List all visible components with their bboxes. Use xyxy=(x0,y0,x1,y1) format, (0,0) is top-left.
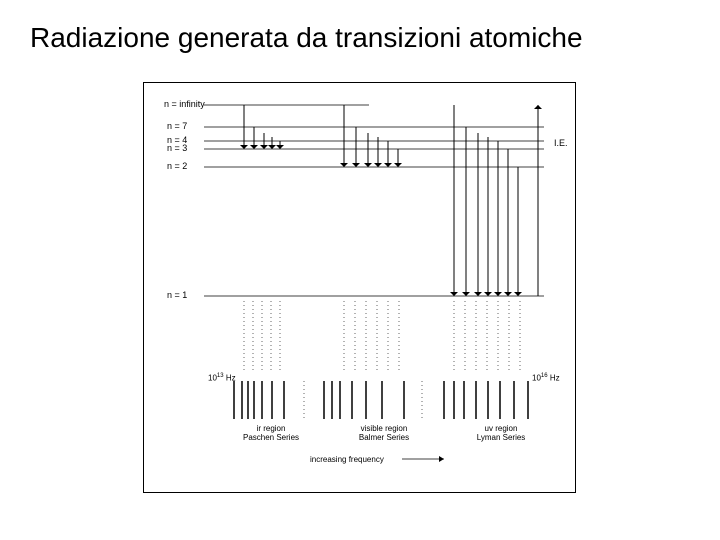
series-label-lyman: uv regionLyman Series xyxy=(456,425,546,443)
series-label-balmer: visible regionBalmer Series xyxy=(334,425,434,443)
level-label-n1: n = 1 xyxy=(167,290,187,300)
page-title: Radiazione generata da transizioni atomi… xyxy=(30,22,583,54)
diagram-frame: n = infinityn = 7n = 4n = 3n = 2n = 1I.E… xyxy=(143,82,576,493)
level-label-n_inf: n = infinity xyxy=(164,99,205,109)
increasing-frequency-label: increasing frequency xyxy=(310,455,384,464)
series-label-paschen: ir regionPaschen Series xyxy=(226,425,316,443)
freq-axis-right: 1016 Hz xyxy=(532,373,560,383)
level-label-n2: n = 2 xyxy=(167,161,187,171)
ionization-energy-label: I.E. xyxy=(554,138,568,148)
level-label-n7: n = 7 xyxy=(167,121,187,131)
level-label-n3: n = 3 xyxy=(167,143,187,153)
freq-axis-left: 1013 Hz xyxy=(208,373,236,383)
